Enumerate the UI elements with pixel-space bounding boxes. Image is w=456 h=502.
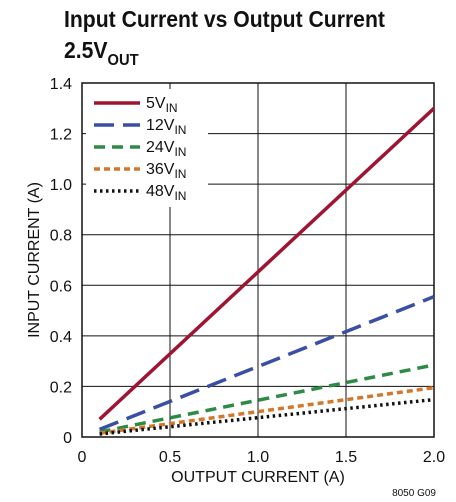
figure-code: 8050 G09 <box>392 488 436 499</box>
y-tick-label: 1.4 <box>50 76 72 93</box>
x-tick-label: 1.5 <box>335 449 357 466</box>
x-axis-label: OUTPUT CURRENT (A) <box>171 469 345 486</box>
y-tick-label: 1.2 <box>50 127 72 144</box>
legend-label: 48VIN <box>146 183 186 203</box>
x-tick-label: 0 <box>78 449 87 466</box>
series-line-36v <box>99 385 435 435</box>
subtitle-subscript: OUT <box>107 52 139 69</box>
y-tick-label: 0.8 <box>50 228 72 245</box>
legend-label: 12VIN <box>146 117 186 137</box>
legend-label: 24VIN <box>146 139 186 159</box>
subtitle-main: 2.5V <box>64 37 108 63</box>
legend-box <box>86 89 208 207</box>
y-tick-label: 0.2 <box>50 379 72 396</box>
y-axis-label: INPUT CURRENT (A) <box>26 182 43 338</box>
series-line-48v <box>99 397 435 436</box>
x-tick-label: 2.0 <box>423 449 445 466</box>
y-tick-label: 1.0 <box>50 177 72 194</box>
chart-title: Input Current vs Output Current <box>64 6 385 32</box>
chart-subtitle: 2.5VOUT <box>64 36 139 69</box>
y-tick-label: 0.6 <box>50 278 72 295</box>
legend-label: 5VIN <box>146 95 178 115</box>
plot-frame <box>81 82 435 438</box>
series-line-24v <box>99 363 435 434</box>
series-line-5v <box>98 107 436 421</box>
x-tick-label: 0.5 <box>159 449 181 466</box>
y-tick-label: 0.4 <box>50 329 72 346</box>
x-tick-label: 1.0 <box>247 449 269 466</box>
series-line-12v <box>98 295 435 432</box>
legend-label: 36VIN <box>146 161 186 181</box>
y-tick-label: 0 <box>63 430 72 447</box>
